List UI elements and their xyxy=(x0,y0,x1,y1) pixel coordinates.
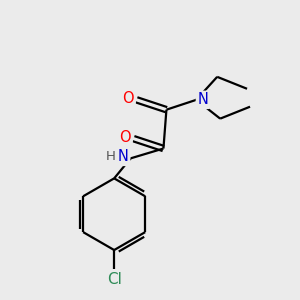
Text: N: N xyxy=(197,92,208,107)
Text: H: H xyxy=(105,150,115,164)
Text: O: O xyxy=(119,130,131,145)
Text: Cl: Cl xyxy=(107,272,122,287)
Text: O: O xyxy=(122,91,134,106)
Text: N: N xyxy=(118,149,129,164)
